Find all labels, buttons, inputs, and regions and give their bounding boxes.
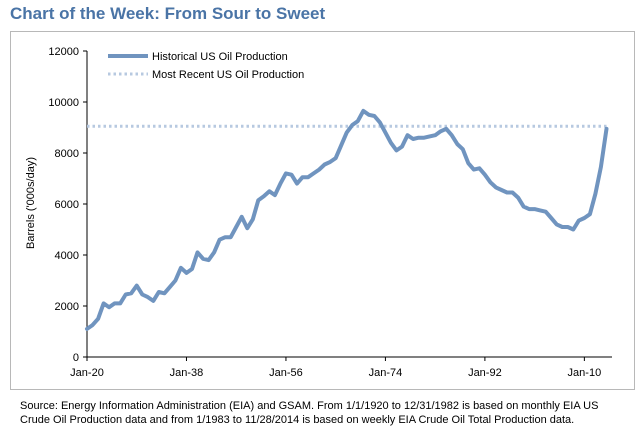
y-tick-label: 6000 [55, 199, 79, 211]
x-tick-label: Jan-20 [70, 367, 104, 379]
chart-title: Chart of the Week: From Sour to Sweet [10, 4, 326, 23]
x-tick-label: Jan-10 [568, 367, 602, 379]
x-tick-label: Jan-74 [369, 367, 403, 379]
legend-label: Historical US Oil Production [152, 51, 288, 63]
y-tick-label: 0 [73, 352, 79, 364]
historical-production-line [85, 108, 609, 331]
source-note: Source: Energy Information Administratio… [20, 400, 599, 426]
y-tick-label: 10000 [48, 97, 79, 109]
y-tick-label: 4000 [55, 250, 79, 262]
chart-frame [10, 31, 635, 390]
y-tick-label: 2000 [55, 301, 79, 313]
series-layer [85, 108, 609, 331]
y-tick-label: 8000 [55, 148, 79, 160]
legend-label: Most Recent US Oil Production [152, 69, 304, 81]
y-tick-label: 12000 [48, 46, 79, 58]
x-tick-label: Jan-38 [170, 367, 204, 379]
x-tick-label: Jan-56 [269, 367, 303, 379]
y-axis-label: Barrels ('000s/day) [25, 157, 37, 249]
legend: Historical US Oil Production Most Recent … [108, 51, 304, 81]
x-tick-label: Jan-92 [468, 367, 502, 379]
tick-labels: 0 2000 4000 6000 8000 10000 12000 Jan-20 Jan-38 J… [48, 46, 601, 379]
